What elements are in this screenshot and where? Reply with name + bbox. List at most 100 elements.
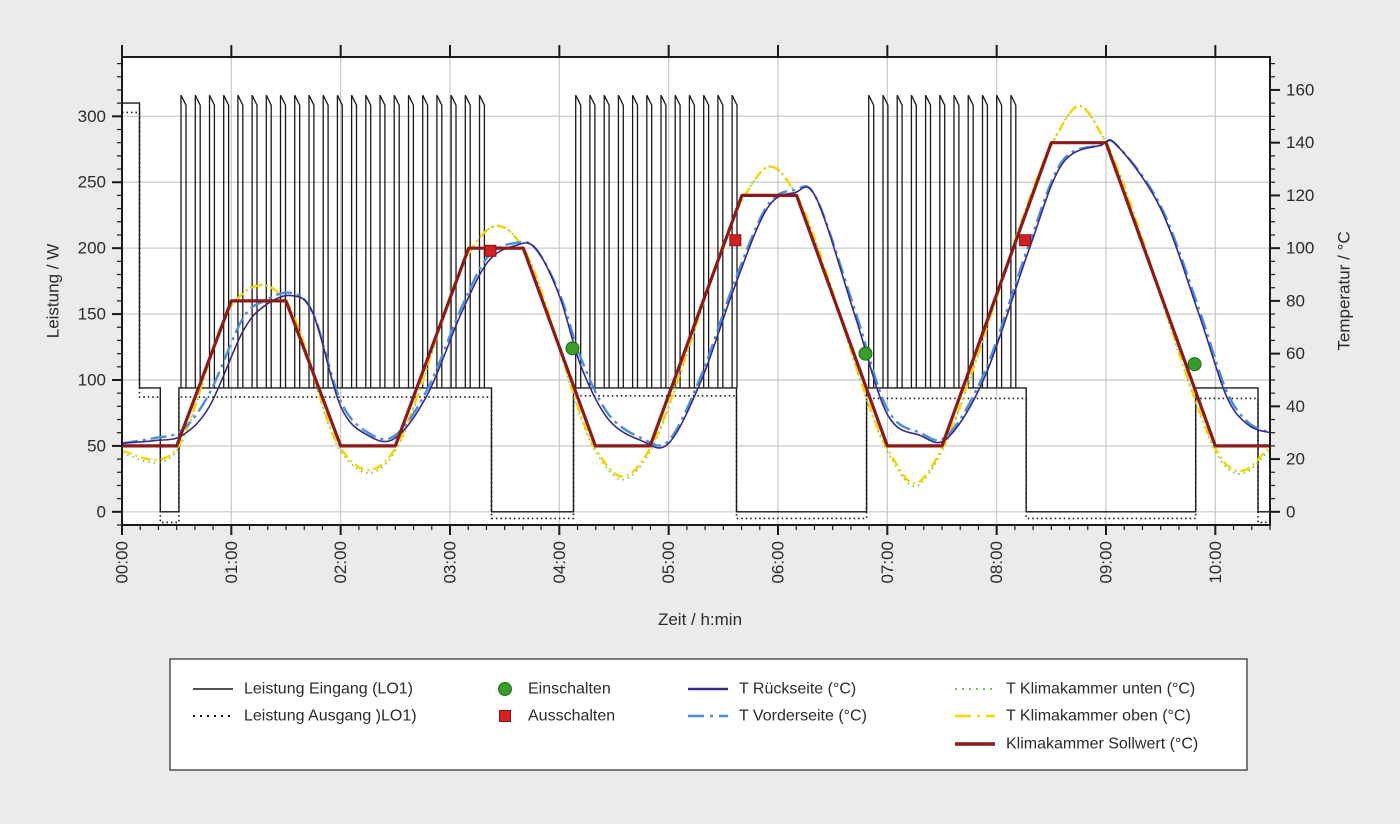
pulse [464, 94, 471, 388]
x-tick-label: 03:00 [441, 541, 460, 584]
pulse [436, 94, 443, 388]
y-left-tick-label: 200 [78, 239, 106, 258]
pulse [981, 94, 989, 388]
pulse [575, 94, 582, 388]
y-left-tick-label: 0 [97, 502, 106, 521]
pulse [223, 94, 230, 388]
pulse [868, 94, 875, 388]
pulse [589, 94, 596, 388]
legend-label: T Klimakammer unten (°C) [1006, 681, 1195, 698]
x-tick-label: 08:00 [987, 541, 1006, 584]
pulse [703, 94, 710, 388]
y-left-tick-label: 300 [78, 107, 106, 126]
legend: Leistung Eingang (LO1) Leistung Ausgang )… [169, 658, 1248, 771]
legend-label: Einschalten [528, 681, 611, 698]
pulse [603, 94, 610, 388]
y-right-tick-label: 40 [1286, 397, 1305, 416]
pulse [422, 94, 429, 388]
series-leistung-ausgang [122, 111, 1270, 524]
legend-item-t-r-ckseite-c: T Rückseite (°C) [688, 681, 856, 698]
legend-label: Leistung Ausgang )LO1) [244, 708, 417, 725]
y-right-tick-label: 100 [1286, 239, 1314, 258]
y-right-tick-label: 60 [1286, 344, 1305, 363]
x-tick-label: 07:00 [878, 541, 897, 584]
marker-ausschalten [1019, 234, 1032, 247]
legend-label: T Vorderseite (°C) [739, 708, 867, 725]
marker-ausschalten [729, 234, 742, 247]
pulse [896, 94, 903, 388]
marker-einschalten [1187, 357, 1202, 372]
legend-label: T Rückseite (°C) [739, 681, 856, 698]
marker-ausschalten [484, 244, 497, 257]
series-t-klimakammer-oben-c [121, 104, 1271, 485]
axes: 00:00 01:00 02:00 03:00 04:00 05:00 06:00 07:00… [44, 45, 1354, 629]
pulse [365, 94, 372, 388]
marker-einschalten [565, 341, 580, 356]
legend-label: Leistung Eingang (LO1) [244, 681, 413, 698]
y-right-tick-label: 160 [1286, 80, 1314, 99]
pulse [478, 94, 486, 388]
x-tick-label: 10:00 [1206, 541, 1225, 584]
pulse [294, 94, 301, 388]
legend-item-leistung-eingang-lo1: Leistung Eingang (LO1) [193, 681, 413, 698]
pulse [393, 94, 400, 388]
y-right-tick-label: 120 [1286, 186, 1314, 205]
pulse [308, 94, 315, 388]
pulse [208, 94, 216, 388]
legend-item-klimakammer-sollwert-c: Klimakammer Sollwert (°C) [955, 736, 1198, 753]
legend-label: Klimakammer Sollwert (°C) [1006, 736, 1198, 753]
legend-item-ausschalten: Ausschalten [499, 708, 615, 725]
pulse [967, 94, 974, 388]
marker-einschalten [858, 346, 873, 361]
series-leistung-eingang-pulses [180, 94, 1017, 388]
pulse [251, 94, 258, 388]
x-tick-label: 01:00 [222, 541, 241, 584]
legend-swatch [499, 710, 511, 722]
legend-item-einschalten: Einschalten [498, 681, 611, 698]
x-tick-label: 02:00 [331, 541, 350, 584]
legend-item-t-klimakammer-oben-c: T Klimakammer oben (°C) [955, 708, 1191, 725]
legend-item-leistung-ausgang-lo1: Leistung Ausgang )LO1) [193, 708, 417, 725]
plot-frame [121, 56, 1271, 526]
pulse [631, 94, 639, 388]
pulse [882, 94, 889, 388]
pulse [688, 94, 696, 388]
pulse [450, 94, 457, 388]
legend-label: T Klimakammer oben (°C) [1006, 708, 1191, 725]
series-klimakammer-sollwert-c [122, 141, 1270, 448]
pulse [180, 94, 187, 388]
pulse [350, 94, 358, 388]
series-layer [121, 94, 1271, 524]
pulse [322, 94, 329, 388]
x-tick-label: 06:00 [769, 541, 788, 584]
y-right-axis-title: Temperatur / °C [1335, 231, 1354, 350]
x-tick-label: 05:00 [659, 541, 678, 584]
pulse [674, 94, 681, 388]
legend-item-t-klimakammer-unten-c: T Klimakammer unten (°C) [955, 681, 1195, 698]
pulse [646, 94, 653, 388]
pulse [379, 94, 386, 388]
y-right-tick-label: 0 [1286, 502, 1295, 521]
series-t-r-ckseite-c [121, 139, 1271, 449]
y-right-tick-label: 80 [1286, 291, 1305, 310]
x-tick-label: 00:00 [113, 541, 132, 584]
pulse [265, 94, 272, 388]
y-right-tick-label: 140 [1286, 133, 1314, 152]
x-axis-title: Zeit / h:min [658, 610, 742, 629]
legend-label: Ausschalten [528, 708, 615, 725]
y-left-tick-label: 250 [78, 173, 106, 192]
y-left-tick-label: 100 [78, 370, 106, 389]
x-tick-label: 04:00 [550, 541, 569, 584]
legend-swatch [498, 682, 512, 696]
legend-box [169, 658, 1248, 771]
series-leistung-eingang [122, 102, 1270, 513]
pulse [996, 94, 1003, 388]
pulse [924, 94, 932, 388]
pulse [1010, 94, 1017, 388]
pulse [407, 94, 415, 388]
y-right-tick-label: 20 [1286, 450, 1305, 469]
y-left-axis-title: Leistung / W [44, 244, 63, 339]
pulse [279, 94, 287, 388]
